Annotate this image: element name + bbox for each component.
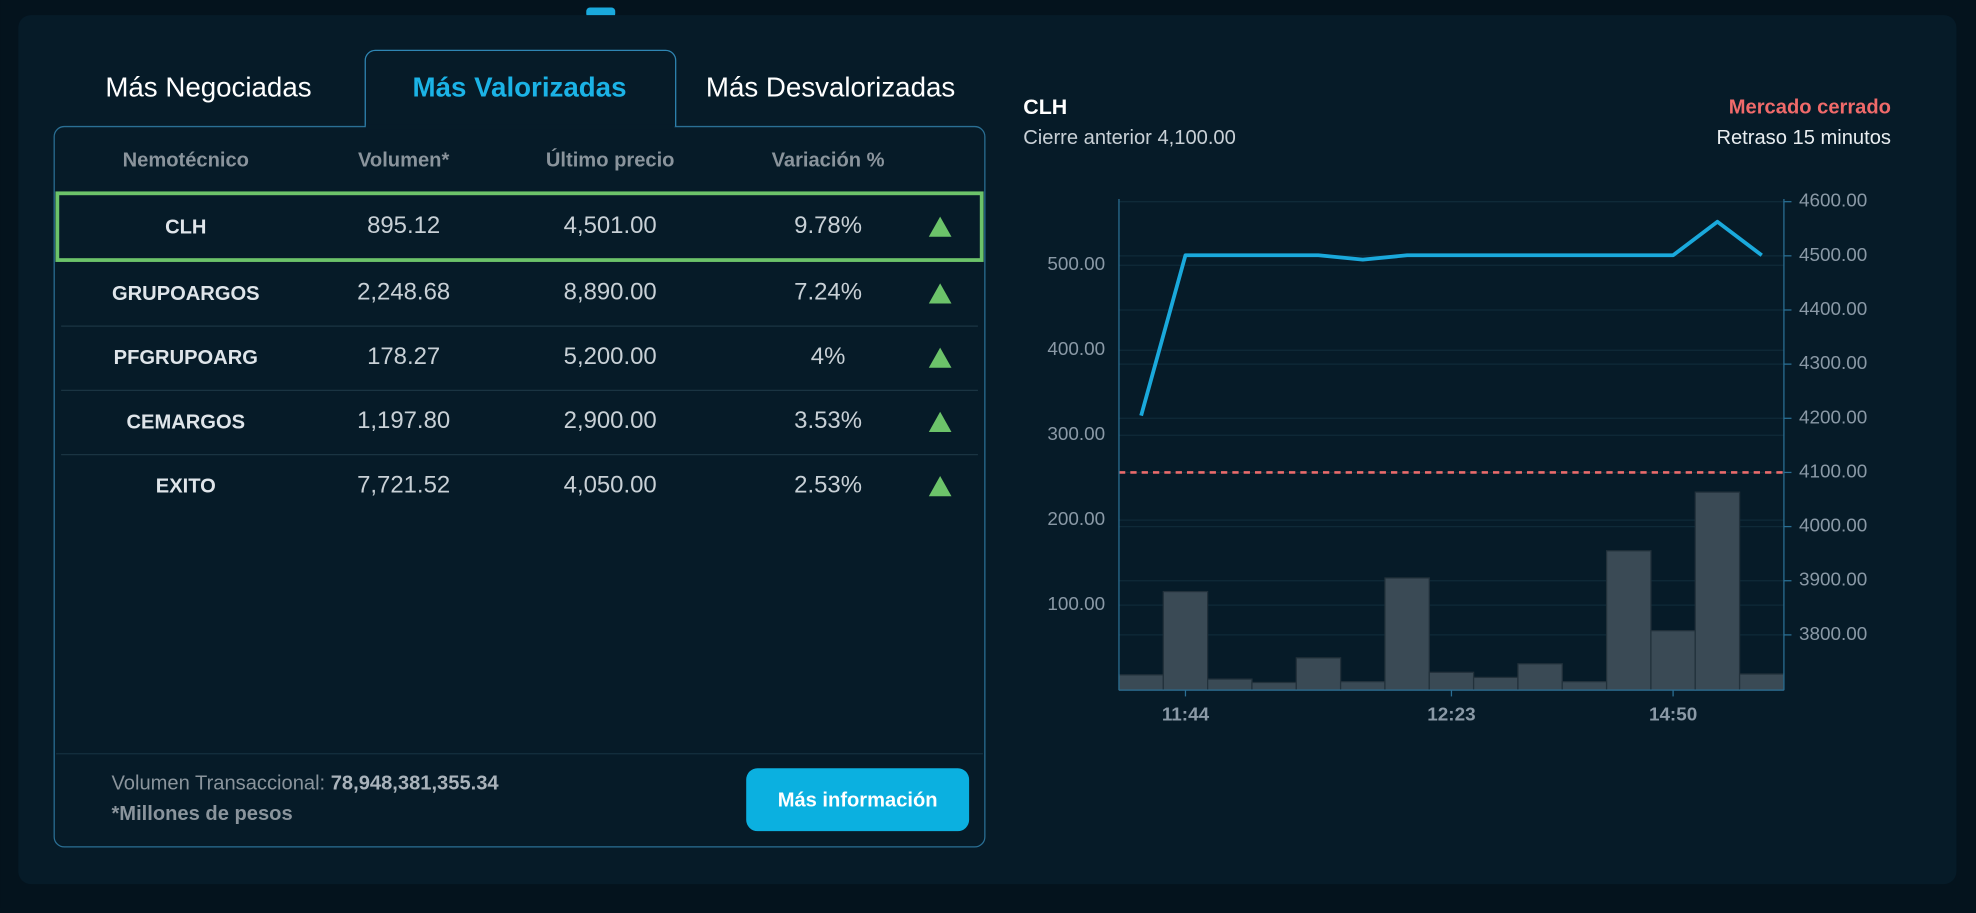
y-tick-label: 400.00 [1047,339,1105,360]
column-header: Nemotécnico [123,150,249,172]
symbol-cell: PFGRUPOARG [114,347,258,369]
cell: 1,197.80 [357,407,450,434]
y-tick-label: 200.00 [1047,509,1105,530]
cell: 2.53% [794,471,862,498]
y2-tick-label: 4600.00 [1799,191,1867,212]
y-tick-label: 300.00 [1047,424,1105,445]
y2-tick-label: 4500.00 [1799,245,1867,266]
volume-bar [1207,678,1253,691]
y2-tick-label: 4300.00 [1799,353,1867,374]
up-arrow [928,411,952,432]
symbol-cell: GRUPOARGOS [112,283,260,305]
symbol-cell: CEMARGOS [127,411,246,433]
cell: 4,501.00 [564,212,657,239]
cell: 9.78% [794,212,862,239]
y-tick-label: 100.00 [1047,594,1105,615]
active-tab-box [364,49,677,127]
cell: 178.27 [367,343,440,370]
cell: 7,721.52 [357,471,450,498]
volume-bar [1694,491,1741,691]
y2-tick-label: 3900.00 [1799,570,1867,591]
symbol-cell: EXITO [156,476,216,498]
cell: 8,890.00 [564,279,657,306]
volume-note: *Millones de pesos [111,803,292,825]
column-header: Volumen* [358,150,449,172]
chart-symbol: CLH [1023,95,1067,119]
y2-tick-label: 4100.00 [1799,461,1867,482]
panel [18,15,1957,885]
volume-bar [1339,681,1386,691]
market-status: Mercado cerrado [1729,97,1891,119]
up-arrow [928,347,952,368]
volume-bar [1428,671,1475,691]
tab[interactable]: Más Negociadas [105,72,311,103]
x-tick-label: 12:23 [1427,704,1475,725]
volume-bar [1517,663,1563,691]
cell: 2,900.00 [564,407,657,434]
cell: 3.53% [794,407,862,434]
tab[interactable]: Más Valorizadas [413,72,627,103]
y2-tick-label: 4000.00 [1799,516,1867,537]
volume-bar [1605,550,1652,691]
column-header: Último precio [546,148,675,172]
volume-bar [1162,590,1209,691]
y2-tick-label: 4200.00 [1799,407,1867,428]
cell: 7.24% [794,279,862,306]
volume-bar [1295,657,1342,691]
more-info-button[interactable] [746,768,970,832]
x-tick-label: 14:50 [1649,704,1697,725]
cell: 895.12 [367,212,440,239]
cell: 4,050.00 [564,471,657,498]
volume-bar [1472,676,1519,691]
cell: 5,200.00 [564,343,657,370]
up-arrow [928,283,952,304]
price-line [1139,219,1763,417]
y2-tick-label: 4400.00 [1799,299,1867,320]
y2-tick-label: 3800.00 [1799,624,1867,645]
volume-label: Volumen Transaccional: [111,773,325,795]
tab-join [365,124,675,130]
volume-bar [1561,681,1608,691]
symbol-cell: CLH [165,216,206,238]
cell: 2,248.68 [357,279,450,306]
up-arrow [928,216,952,237]
up-arrow [928,476,952,497]
volume-bar [1118,674,1164,691]
column-header: Variación % [772,150,885,172]
volume-bar [1650,630,1696,691]
y-tick-label: 500.00 [1047,254,1105,275]
volume-bar [1251,681,1297,691]
volume-text: Volumen Transaccional: 78,948,381,355.34 [111,773,499,795]
cell: 4% [811,343,846,370]
selected-row [55,191,984,262]
volume-bar [1384,577,1430,691]
previous-close: Cierre anterior 4,100.00 [1023,127,1236,149]
more-info-label[interactable]: Más información [778,789,938,811]
volume-value: 78,948,381,355.34 [331,773,500,795]
x-tick-label: 11:44 [1162,704,1210,725]
delay: Retraso 15 minutos [1716,127,1891,149]
tab[interactable]: Más Desvalorizadas [706,72,955,103]
volume-bar [1738,673,1785,691]
